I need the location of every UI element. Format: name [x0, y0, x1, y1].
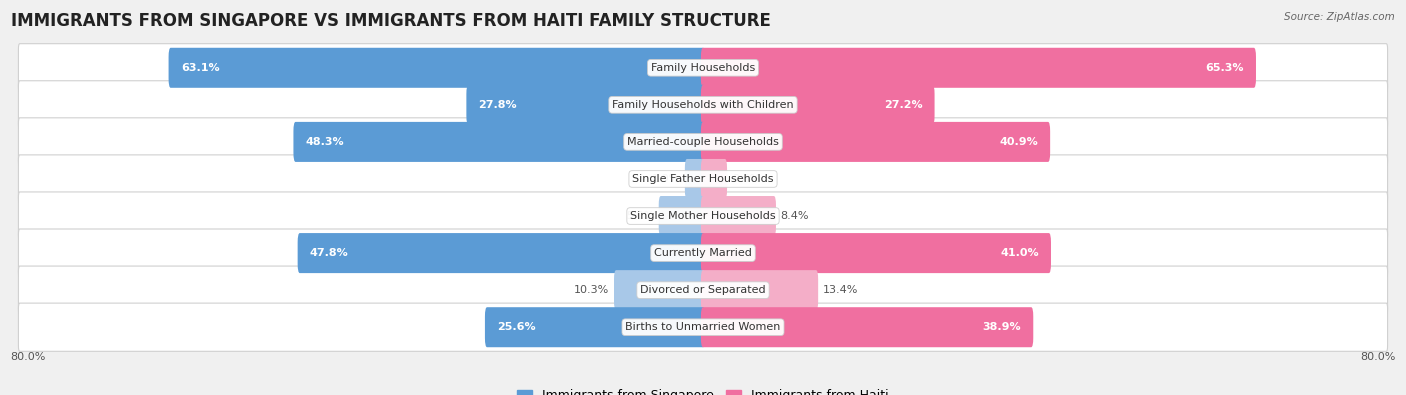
- FancyBboxPatch shape: [700, 233, 1052, 273]
- Text: 38.9%: 38.9%: [983, 322, 1021, 332]
- FancyBboxPatch shape: [700, 307, 1033, 347]
- FancyBboxPatch shape: [700, 196, 776, 236]
- FancyBboxPatch shape: [485, 307, 706, 347]
- Text: 63.1%: 63.1%: [181, 63, 219, 73]
- FancyBboxPatch shape: [294, 122, 706, 162]
- Text: 10.3%: 10.3%: [574, 285, 609, 295]
- Text: 25.6%: 25.6%: [498, 322, 536, 332]
- Text: Family Households with Children: Family Households with Children: [612, 100, 794, 110]
- FancyBboxPatch shape: [467, 85, 706, 125]
- Text: Currently Married: Currently Married: [654, 248, 752, 258]
- Text: Married-couple Households: Married-couple Households: [627, 137, 779, 147]
- Text: Single Father Households: Single Father Households: [633, 174, 773, 184]
- Text: 48.3%: 48.3%: [305, 137, 344, 147]
- Text: 65.3%: 65.3%: [1205, 63, 1244, 73]
- Text: 2.6%: 2.6%: [731, 174, 761, 184]
- FancyBboxPatch shape: [700, 159, 727, 199]
- Text: 40.9%: 40.9%: [1000, 137, 1038, 147]
- Text: 1.9%: 1.9%: [652, 174, 681, 184]
- FancyBboxPatch shape: [18, 118, 1388, 166]
- Text: 13.4%: 13.4%: [823, 285, 858, 295]
- Text: 5.0%: 5.0%: [626, 211, 654, 221]
- FancyBboxPatch shape: [700, 122, 1050, 162]
- Text: 47.8%: 47.8%: [309, 248, 349, 258]
- FancyBboxPatch shape: [18, 266, 1388, 314]
- FancyBboxPatch shape: [658, 196, 706, 236]
- Text: Divorced or Separated: Divorced or Separated: [640, 285, 766, 295]
- FancyBboxPatch shape: [614, 270, 706, 310]
- Legend: Immigrants from Singapore, Immigrants from Haiti: Immigrants from Singapore, Immigrants fr…: [512, 384, 894, 395]
- FancyBboxPatch shape: [685, 159, 706, 199]
- Text: Family Households: Family Households: [651, 63, 755, 73]
- Text: 27.8%: 27.8%: [478, 100, 517, 110]
- FancyBboxPatch shape: [700, 85, 935, 125]
- FancyBboxPatch shape: [700, 270, 818, 310]
- FancyBboxPatch shape: [18, 44, 1388, 92]
- Text: Source: ZipAtlas.com: Source: ZipAtlas.com: [1284, 12, 1395, 22]
- Text: Single Mother Households: Single Mother Households: [630, 211, 776, 221]
- Text: 27.2%: 27.2%: [884, 100, 922, 110]
- Text: Births to Unmarried Women: Births to Unmarried Women: [626, 322, 780, 332]
- FancyBboxPatch shape: [18, 81, 1388, 129]
- FancyBboxPatch shape: [18, 303, 1388, 351]
- FancyBboxPatch shape: [700, 48, 1256, 88]
- FancyBboxPatch shape: [18, 155, 1388, 203]
- FancyBboxPatch shape: [18, 229, 1388, 277]
- Text: 8.4%: 8.4%: [780, 211, 808, 221]
- FancyBboxPatch shape: [298, 233, 706, 273]
- Text: IMMIGRANTS FROM SINGAPORE VS IMMIGRANTS FROM HAITI FAMILY STRUCTURE: IMMIGRANTS FROM SINGAPORE VS IMMIGRANTS …: [11, 12, 770, 30]
- FancyBboxPatch shape: [169, 48, 706, 88]
- FancyBboxPatch shape: [18, 192, 1388, 240]
- Text: 41.0%: 41.0%: [1000, 248, 1039, 258]
